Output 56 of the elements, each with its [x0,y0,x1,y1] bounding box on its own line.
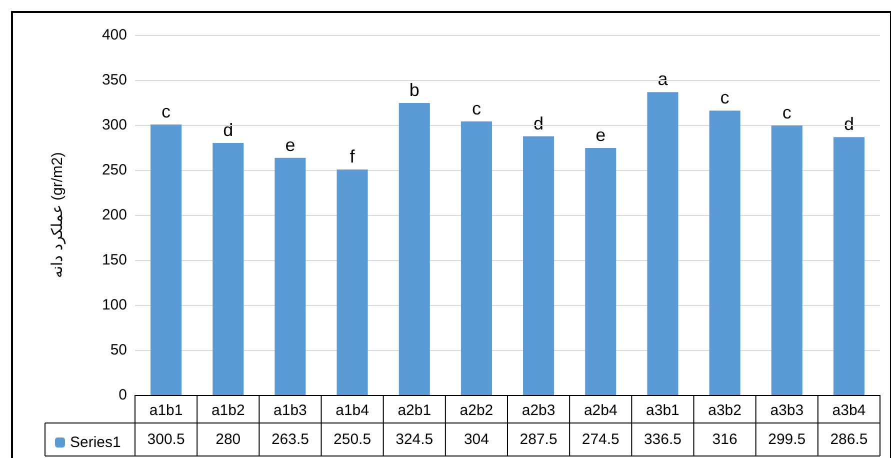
y-tick-label: 200 [102,206,127,224]
data-label: 316 [712,431,738,448]
x-tick-label: a1b3 [274,402,307,419]
x-tick-label: a3b1 [646,402,680,419]
data-label: 304 [464,431,489,448]
annotation: e [285,134,296,155]
y-tick-label: 150 [102,252,127,268]
y-tick-label: 250 [102,162,127,178]
bar [833,137,864,395]
y-tick-label: 100 [102,296,127,314]
bar [274,158,306,395]
bar [460,121,492,395]
data-label: 287.5 [520,431,558,448]
x-tick-label: a1b2 [211,402,245,419]
data-label: 250.5 [334,431,372,448]
x-tick-label: a1b4 [336,402,369,419]
data-label: 299.5 [768,431,806,448]
annotation: c [720,88,730,108]
annotation: d [223,120,234,140]
data-label: 300.5 [147,431,185,448]
x-tick-label: a1b1 [149,402,183,419]
bar [398,102,430,395]
x-tick-label: a3b3 [770,402,804,419]
annotation: e [596,124,606,145]
legend-label: Series1 [70,434,121,451]
x-tick-label: a3b4 [832,402,866,419]
bar [336,170,368,395]
y-tick-label: 300 [102,116,127,134]
data-label: 263.5 [271,431,309,448]
y-tick-label: 50 [110,342,127,358]
bar [647,92,678,395]
bar [709,110,740,395]
y-axis-title: عملکرد دانه (gr/m2) [49,152,66,278]
data-label: 324.5 [396,431,434,448]
annotation: c [782,102,792,122]
data-label: 286.5 [830,431,868,448]
x-tick-label: a2b1 [398,402,432,419]
data-label: 280 [216,431,241,448]
x-tick-label: a3b2 [708,402,742,419]
annotation: c [472,98,481,118]
y-tick-label: 400 [102,26,127,44]
annotation: f [350,146,356,167]
bar [150,124,182,395]
x-tick-label: a2b3 [522,402,556,419]
y-tick-label: 0 [118,386,127,404]
x-tick-label: a2b4 [584,402,618,419]
y-tick-label: 350 [102,72,127,88]
bar [585,148,616,395]
annotation: c [162,102,171,122]
data-label: 274.5 [582,431,620,448]
bar [771,125,802,395]
data-label: 336.5 [644,431,682,448]
x-tick-label: a2b2 [460,402,494,419]
bar [212,143,244,395]
bar [523,136,554,395]
annotation: b [409,80,420,100]
